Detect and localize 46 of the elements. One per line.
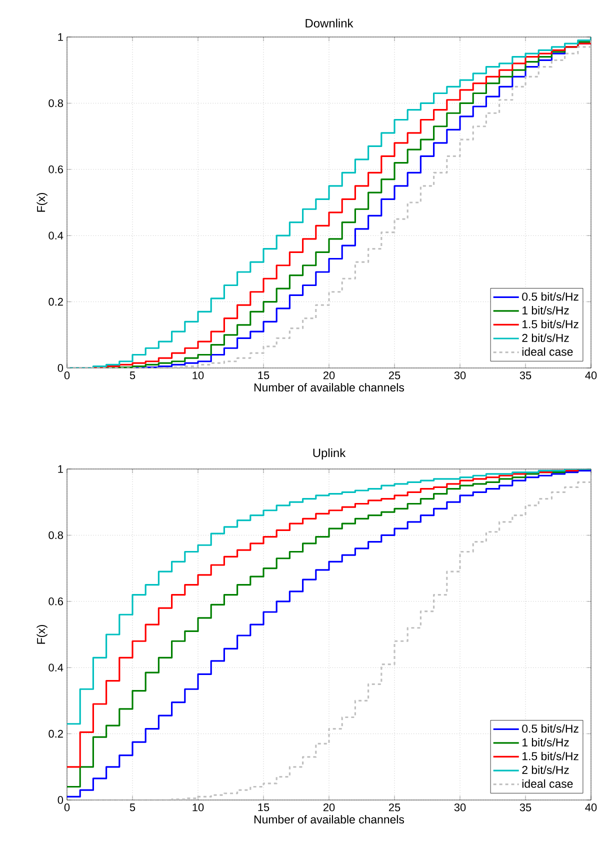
y-tick-label: 0.8 [48, 531, 63, 540]
y-axis-title: F(x) [36, 625, 48, 644]
y-axis-title: F(x) [36, 193, 48, 212]
x-tick-label: 30 [454, 804, 466, 812]
legend-label: 2 bit/s/Hz [522, 766, 569, 774]
chart-title: Downlink [306, 18, 354, 28]
x-tick-label: 15 [258, 804, 270, 812]
y-tick-label: 0 [58, 796, 64, 804]
y-tick-label: 1 [58, 33, 63, 41]
x-tick-label: 40 [585, 804, 597, 812]
legend-label: ideal case [522, 779, 573, 788]
x-tick-label: 0 [64, 804, 70, 812]
y-tick-label: 0.4 [48, 664, 64, 672]
x-tick-label: 35 [520, 372, 532, 380]
x-tick-label: 5 [130, 372, 136, 380]
x-tick-label: 0 [64, 372, 70, 380]
y-tick-label: 0.8 [48, 99, 63, 108]
x-tick-label: 25 [388, 372, 400, 380]
y-tick-label: 0.2 [48, 298, 63, 306]
x-tick-label: 40 [585, 372, 597, 380]
legend-label: 0.5 bit/s/Hz [522, 724, 578, 733]
y-tick-label: 0 [58, 364, 64, 372]
x-tick-label: 20 [323, 372, 335, 380]
legend-label: 1.5 bit/s/Hz [522, 320, 578, 328]
legend-label: 0.5 bit/s/Hz [522, 292, 578, 301]
x-tick-label: 25 [388, 804, 400, 812]
x-axis-title: Number of available channels [254, 815, 404, 824]
y-tick-label: 0.6 [48, 598, 63, 606]
legend-label: 1 bit/s/Hz [522, 306, 569, 314]
chart-title: Uplink [313, 448, 346, 460]
legend-label: 1.5 bit/s/Hz [522, 752, 578, 760]
y-tick-label: 0.6 [48, 166, 63, 174]
legend-label: 1 bit/s/Hz [522, 738, 569, 746]
x-tick-label: 20 [323, 804, 335, 812]
x-tick-label: 30 [454, 372, 466, 380]
x-tick-label: 35 [520, 804, 532, 812]
y-tick-label: 0.2 [48, 730, 63, 738]
x-tick-label: 10 [192, 804, 204, 812]
x-tick-label: 10 [192, 372, 204, 380]
x-tick-label: 15 [258, 372, 270, 380]
y-tick-label: 1 [58, 465, 63, 473]
x-tick-label: 5 [130, 804, 136, 812]
legend-label: 2 bit/s/Hz [522, 334, 569, 342]
y-tick-label: 0.4 [48, 232, 64, 240]
legend-label: ideal case [522, 347, 573, 356]
x-axis-title: Number of available channels [254, 383, 404, 392]
